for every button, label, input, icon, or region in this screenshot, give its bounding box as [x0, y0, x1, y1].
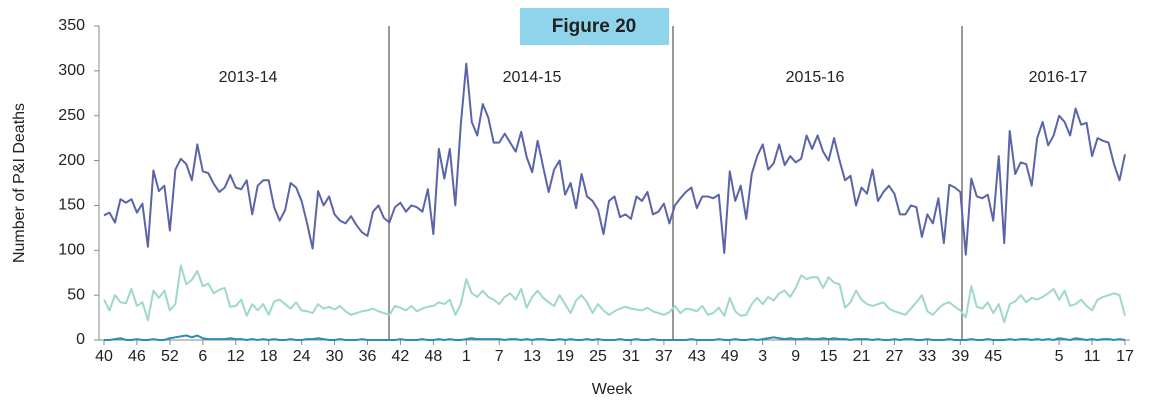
- season-label: 2014-15: [503, 69, 562, 86]
- x-tick-label: 46: [128, 348, 146, 365]
- y-tick-label: 200: [58, 152, 85, 169]
- x-tick-label: 17: [1116, 348, 1134, 365]
- season-label: 2015-16: [786, 69, 845, 86]
- x-tick-label: 39: [951, 348, 969, 365]
- season-label: 2013-14: [219, 69, 278, 86]
- x-tick-label: 43: [688, 348, 706, 365]
- x-tick-label: 36: [359, 348, 377, 365]
- x-tick-label: 42: [392, 348, 410, 365]
- y-tick-label: 100: [58, 242, 85, 259]
- x-tick-label: 1: [462, 348, 471, 365]
- x-tick-label: 11: [1084, 348, 1101, 365]
- figure-label-box: [520, 8, 669, 45]
- x-tick-label: 12: [227, 348, 245, 365]
- x-tick-label: 3: [758, 348, 767, 365]
- y-tick-label: 250: [58, 107, 85, 124]
- x-tick-label: 40: [95, 348, 113, 365]
- x-tick-label: 48: [424, 348, 442, 365]
- x-tick-label: 27: [886, 348, 904, 365]
- y-tick-label: 350: [58, 17, 85, 34]
- x-tick-label: 19: [556, 348, 574, 365]
- x-tick-label: 7: [495, 348, 504, 365]
- y-tick-label: 300: [58, 62, 85, 79]
- figure-label: Figure 20: [552, 16, 636, 37]
- y-tick-label: 0: [76, 331, 85, 348]
- x-axis-title: Week: [592, 381, 634, 398]
- data-line: [103, 62, 1126, 256]
- x-tick-label: 52: [161, 348, 179, 365]
- season-label: 2016-17: [1029, 69, 1088, 86]
- y-tick-label: 150: [58, 197, 85, 214]
- x-tick-label: 5: [1055, 348, 1064, 365]
- x-tick-label: 25: [589, 348, 607, 365]
- x-tick-label: 33: [918, 348, 936, 365]
- x-tick-label: 15: [820, 348, 838, 365]
- x-tick-label: 18: [260, 348, 278, 365]
- y-axis-title: Number of P&I Deaths: [11, 103, 28, 263]
- x-tick-label: 45: [984, 348, 1002, 365]
- x-tick-label: 21: [853, 348, 871, 365]
- x-tick-label: 49: [721, 348, 739, 365]
- x-tick-label: 30: [326, 348, 344, 365]
- x-tick-label: 24: [293, 348, 311, 365]
- data-line: [103, 264, 1126, 324]
- x-tick-label: 37: [655, 348, 673, 365]
- data-line: [104, 334, 1126, 341]
- x-tick-label: 31: [622, 348, 640, 365]
- x-tick-label: 13: [523, 348, 541, 365]
- y-tick-label: 50: [67, 286, 85, 303]
- x-tick-label: 9: [791, 348, 800, 365]
- x-tick-label: 6: [198, 348, 207, 365]
